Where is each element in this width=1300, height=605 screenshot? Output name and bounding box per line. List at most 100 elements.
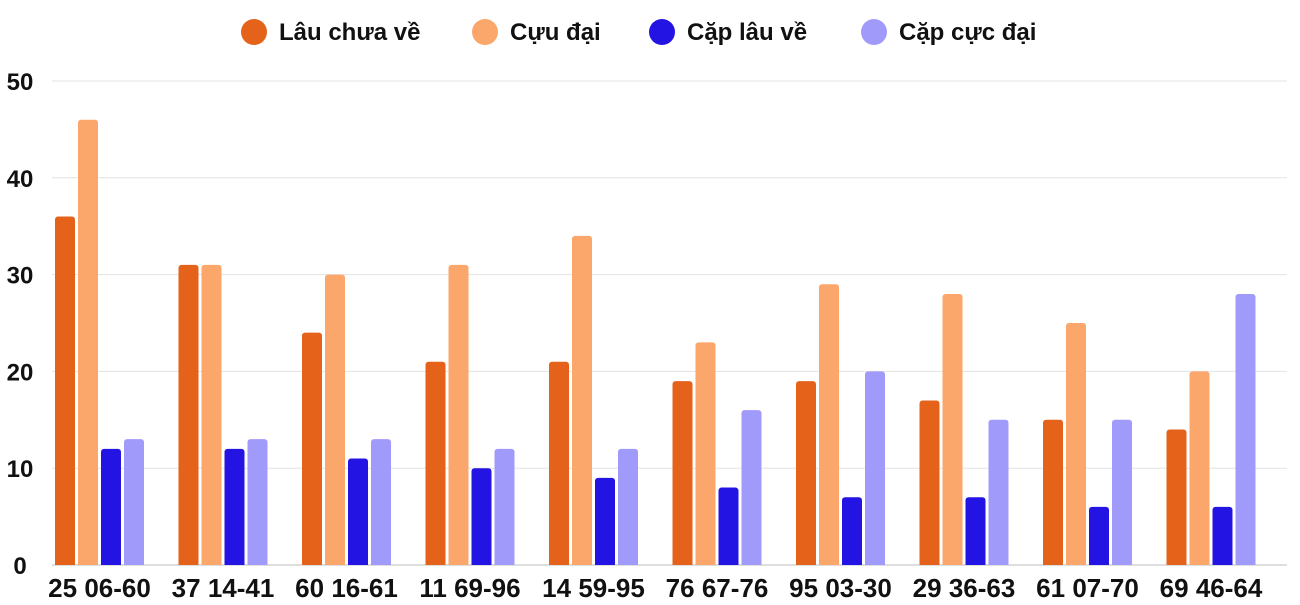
y-tick-label: 0 bbox=[13, 553, 26, 580]
bar-base bbox=[672, 561, 693, 565]
bar-3 bbox=[1212, 506, 1233, 565]
y-tick-label: 40 bbox=[7, 166, 34, 193]
bar-2 bbox=[1189, 371, 1210, 565]
legend-swatch bbox=[861, 19, 887, 45]
x-tick-label: 95 03-30 bbox=[789, 573, 892, 600]
bar-3 bbox=[471, 468, 492, 565]
bar-1 bbox=[425, 361, 446, 565]
bar-3 bbox=[224, 448, 245, 565]
bar-4 bbox=[1112, 419, 1132, 565]
y-tick-label: 50 bbox=[7, 69, 34, 96]
bar-1 bbox=[1043, 419, 1063, 565]
bar-1 bbox=[1166, 429, 1187, 565]
x-tick-label: 76 67-76 bbox=[666, 573, 769, 600]
bar-4 bbox=[124, 439, 144, 565]
x-tick-label: 29 36-63 bbox=[913, 573, 1016, 600]
bar-base bbox=[325, 561, 345, 565]
bar-2 bbox=[572, 235, 592, 565]
x-tick-label: 60 16-61 bbox=[295, 573, 398, 600]
bar-base bbox=[718, 561, 739, 565]
bar-base bbox=[919, 561, 940, 565]
bar-base bbox=[178, 561, 199, 565]
bar-base bbox=[124, 561, 144, 565]
x-tick-label: 69 46-64 bbox=[1160, 573, 1263, 600]
y-tick-label: 30 bbox=[7, 263, 34, 290]
bar-base bbox=[572, 561, 592, 565]
bar-base bbox=[494, 561, 515, 565]
legend-swatch bbox=[241, 19, 267, 45]
bar-base bbox=[302, 561, 322, 565]
bar-1 bbox=[796, 381, 816, 565]
bar-2 bbox=[1066, 323, 1086, 565]
bar-4 bbox=[1235, 293, 1256, 565]
legend-swatch bbox=[649, 19, 675, 45]
bar-4 bbox=[618, 448, 638, 565]
bar-base bbox=[1166, 561, 1187, 565]
bar-1 bbox=[919, 400, 940, 565]
bar-4 bbox=[741, 410, 762, 565]
bar-base bbox=[842, 561, 862, 565]
bar-base bbox=[819, 561, 839, 565]
bar-base bbox=[448, 561, 469, 565]
bar-base bbox=[224, 561, 245, 565]
bar-base bbox=[55, 561, 75, 565]
bar-base bbox=[695, 561, 716, 565]
bar-2 bbox=[78, 119, 98, 565]
bar-3 bbox=[842, 497, 862, 565]
bar-2 bbox=[819, 284, 839, 565]
legend-label: Cựu đại bbox=[510, 19, 601, 46]
bar-1 bbox=[549, 361, 569, 565]
legend-item: Cặp cực đại bbox=[861, 19, 1036, 46]
legend-label: Cặp lâu về bbox=[687, 19, 807, 46]
bar-base bbox=[942, 561, 963, 565]
bar-3 bbox=[348, 458, 368, 565]
bar-1 bbox=[302, 332, 322, 565]
bar-2 bbox=[695, 342, 716, 565]
bar-4 bbox=[988, 419, 1009, 565]
x-tick-label: 14 59-95 bbox=[542, 573, 645, 600]
bar-base bbox=[796, 561, 816, 565]
bar-base bbox=[1066, 561, 1086, 565]
bar-base bbox=[371, 561, 391, 565]
x-tick-label: 37 14-41 bbox=[172, 573, 275, 600]
y-tick-label: 10 bbox=[7, 456, 34, 483]
bar-2 bbox=[201, 264, 222, 565]
bar-3 bbox=[965, 497, 986, 565]
bar-4 bbox=[371, 439, 391, 565]
legend-swatch bbox=[472, 19, 498, 45]
bar-base bbox=[348, 561, 368, 565]
legend-label: Cặp cực đại bbox=[899, 19, 1036, 46]
bar-2 bbox=[942, 293, 963, 565]
bar-base bbox=[988, 561, 1009, 565]
bar-base bbox=[1112, 561, 1132, 565]
bar-base bbox=[101, 561, 121, 565]
x-tick-label: 61 07-70 bbox=[1036, 573, 1139, 600]
bar-base bbox=[1089, 561, 1109, 565]
x-axis-labels: 25 06-60 37 14-41 60 16-61 11 69-96 14 59-95… bbox=[48, 573, 1263, 603]
bar-base bbox=[425, 561, 446, 565]
legend-item: Lâu chưa về bbox=[241, 19, 420, 46]
y-tick-label: 20 bbox=[7, 359, 34, 386]
bar-base bbox=[78, 561, 98, 565]
x-tick-label: 25 06-60 bbox=[48, 573, 151, 600]
bar-base bbox=[595, 561, 615, 565]
bar-base bbox=[1212, 561, 1233, 565]
x-tick-label: 11 69-96 bbox=[419, 573, 520, 600]
bar-3 bbox=[595, 477, 615, 565]
legend-item: Cựu đại bbox=[472, 19, 601, 46]
bar-3 bbox=[718, 487, 739, 565]
bar-base bbox=[1043, 561, 1063, 565]
bar-3 bbox=[101, 448, 121, 565]
bar-base bbox=[471, 561, 492, 565]
legend-label: Lâu chưa về bbox=[279, 19, 420, 46]
bar-base bbox=[247, 561, 268, 565]
bar-2 bbox=[325, 274, 345, 565]
bar-4 bbox=[865, 371, 885, 565]
legend: Lâu chưa về Cựu đại Cặp lâu về Cặp cực đại bbox=[241, 19, 1036, 46]
bar-base bbox=[618, 561, 638, 565]
bar-1 bbox=[178, 264, 199, 565]
y-axis-ticks: 0 10 20 30 40 50 bbox=[7, 69, 34, 580]
bar-base bbox=[741, 561, 762, 565]
bar-3 bbox=[1089, 506, 1109, 565]
